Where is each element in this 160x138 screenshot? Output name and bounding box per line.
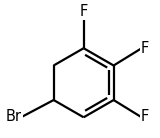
Text: F: F [141, 41, 149, 56]
Text: F: F [80, 4, 88, 19]
Text: F: F [141, 109, 149, 124]
Text: Br: Br [6, 109, 22, 124]
